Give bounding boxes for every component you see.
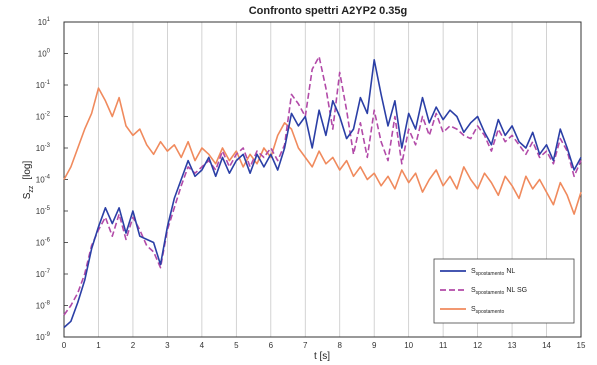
legend-label: Sspostamento NL [471,268,515,277]
series-line [63,58,582,329]
x-tick-label: 1 [96,341,101,350]
x-tick-label: 6 [269,341,274,350]
y-tick-label: 10-7 [36,269,51,279]
x-tick-label: 7 [303,341,308,350]
series-line [63,87,582,215]
x-tick-label: 12 [473,341,482,350]
x-tick-label: 4 [200,341,205,350]
y-axis-label-suffix: [log] [22,160,33,179]
x-tick-label: 15 [577,341,586,350]
x-tick-label: 2 [131,341,136,350]
x-tick-label: 13 [508,341,517,350]
x-tick-label: 14 [542,341,551,350]
x-tick-label: 11 [439,341,448,350]
y-axis: 10-9 10-8 10-7 10-6 10-5 10-4 10-3 10-2 10-1 100 1… [36,17,68,342]
y-tick-label: 100 [38,49,51,59]
y-tick-label: 10-5 [36,206,51,216]
x-tick-label: 10 [404,341,413,350]
y-tick-label: 101 [38,17,51,27]
series-lines [63,55,582,329]
y-tick-label: 10-1 [36,80,51,90]
y-tick-label: 10-9 [36,332,51,342]
legend-label: Sspostamento NL SG [471,287,527,296]
x-axis: 0 1 2 3 4 5 6 7 8 9 10 11 12 13 14 15 [62,341,586,350]
x-tick-label: 0 [62,341,67,350]
x-tick-label: 5 [234,341,239,350]
legend-box [433,258,575,324]
x-axis-label: t [s] [314,351,330,362]
x-tick-label: 9 [372,341,377,350]
y-axis-label: Szz [log] [22,160,35,199]
chart-title: Confronto spettri A2YP2 0.35g [249,5,408,17]
legend-label: Sspostamento [471,306,505,315]
y-tick-label: 10-4 [36,175,51,185]
legend-entries: Sspostamento NL Sspostamento NL SG Sspostame… [440,268,527,315]
y-axis-label-main: S [22,192,33,199]
y-tick-label: 10-3 [36,143,51,153]
y-tick-label: 10-6 [36,238,51,248]
y-axis-label-sub: zz [28,185,35,193]
y-tick-label: 10-2 [36,112,51,122]
legend: Sspostamento NL Sspostamento NL SG Sspostame… [433,258,575,324]
x-tick-label: 8 [338,341,343,350]
series-line [63,55,582,316]
x-tick-label: 3 [165,341,170,350]
y-tick-label: 10-8 [36,301,51,311]
